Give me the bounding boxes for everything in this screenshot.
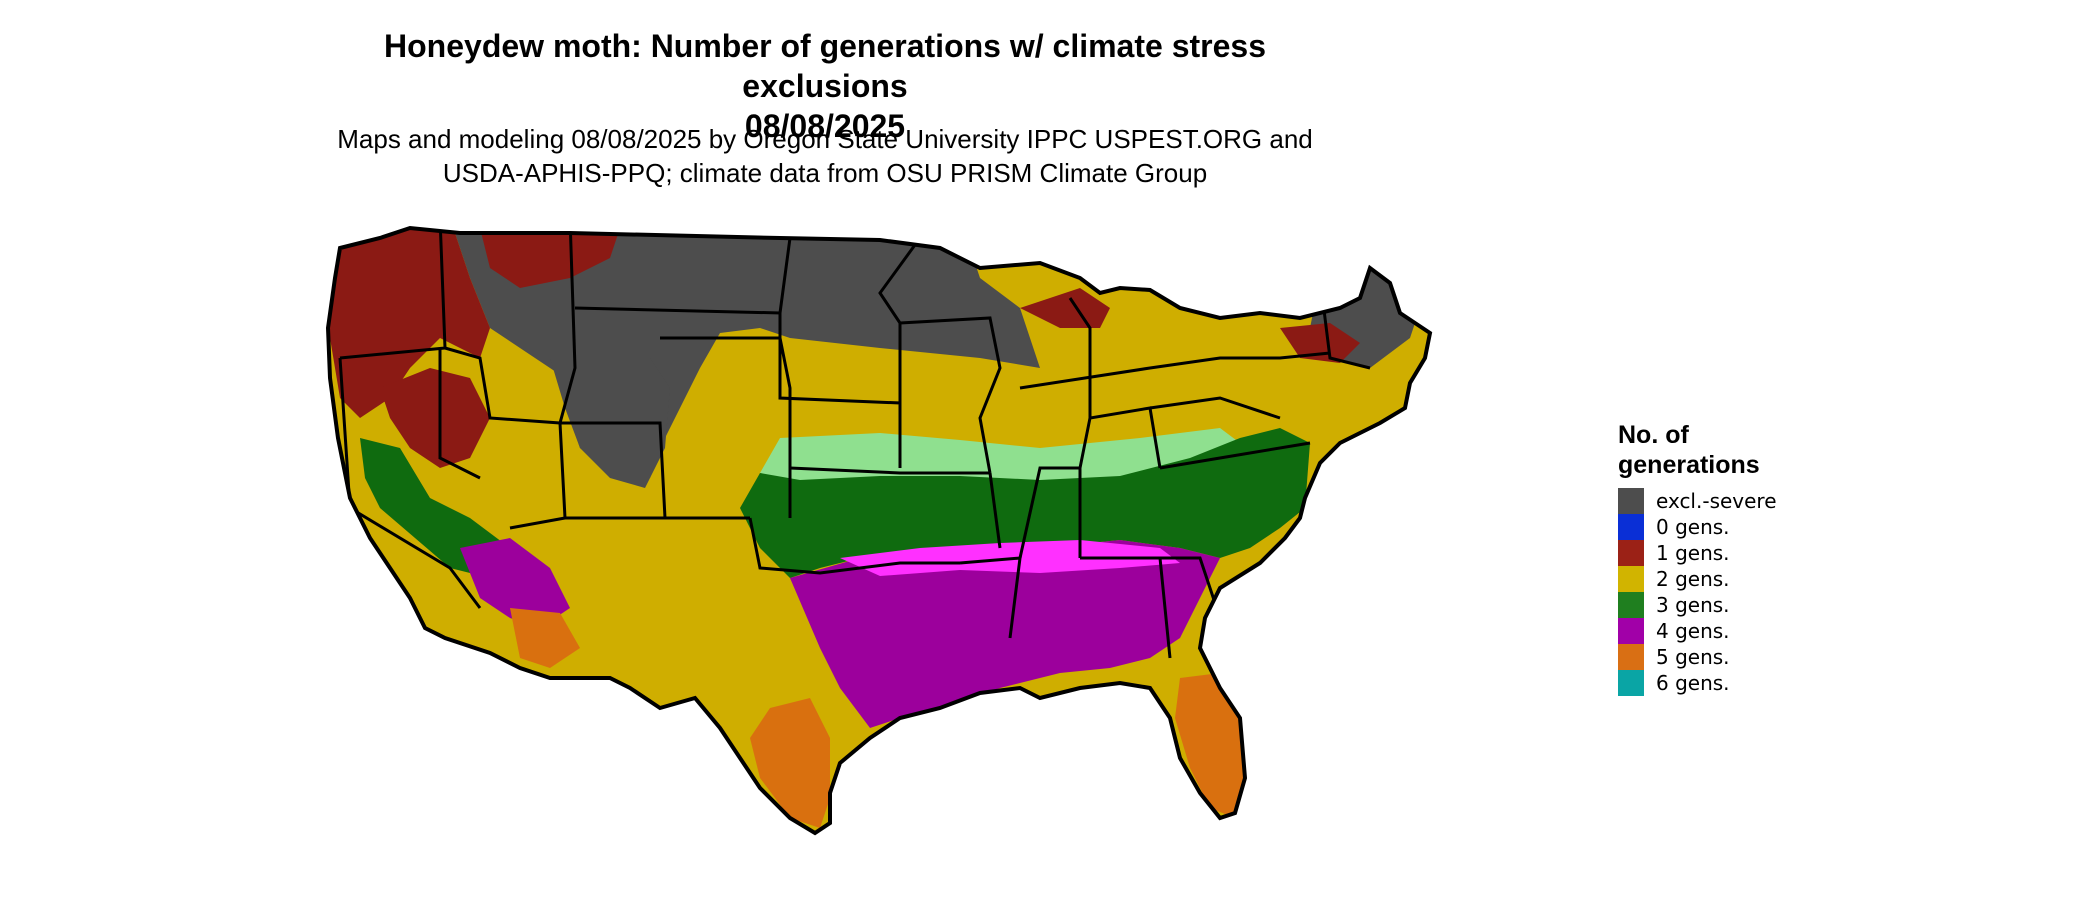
legend-label: 4 gens.: [1656, 619, 1730, 643]
zone-one-gen-northwest: [328, 228, 490, 418]
legend-swatch: [1618, 670, 1644, 696]
legend-item: excl.-severe: [1618, 488, 1838, 514]
legend-item: 5 gens.: [1618, 644, 1838, 670]
zone-five-gen-arizona: [510, 608, 580, 668]
legend-item: 2 gens.: [1618, 566, 1838, 592]
legend-swatch: [1618, 488, 1644, 514]
map-subtitle: Maps and modeling 08/08/2025 by Oregon S…: [300, 122, 1350, 190]
zone-one-gen-montana: [480, 228, 620, 288]
legend-swatch: [1618, 592, 1644, 618]
legend-label: 6 gens.: [1656, 671, 1730, 695]
legend-item: 1 gens.: [1618, 540, 1838, 566]
legend-swatch: [1618, 540, 1644, 566]
legend-swatch: [1618, 566, 1644, 592]
legend-title-line-2: generations: [1618, 451, 1760, 479]
zone-five-gen-texas: [750, 698, 830, 828]
legend-swatch: [1618, 618, 1644, 644]
zone-four-gen-southwest: [460, 538, 570, 628]
zone-four-gen-gulf: [790, 540, 1220, 728]
legend-swatch: [1618, 644, 1644, 670]
zone-one-gen-great-basin: [380, 368, 490, 468]
legend-title-line-1: No. of: [1618, 421, 1689, 449]
legend-label: 2 gens.: [1656, 567, 1730, 591]
subtitle-line-1: Maps and modeling 08/08/2025 by Oregon S…: [337, 124, 1313, 154]
legend-label: excl.-severe: [1656, 489, 1777, 513]
zone-one-gen-northeast: [1280, 323, 1360, 363]
legend-item: 4 gens.: [1618, 618, 1838, 644]
subtitle-line-2: USDA-APHIS-PPQ; climate data from OSU PR…: [442, 158, 1208, 188]
title-line: Honeydew moth: Number of generations w/ …: [384, 28, 1266, 104]
map-title: Honeydew moth: Number of generations w/ …: [300, 26, 1350, 146]
legend-label: 0 gens.: [1656, 515, 1730, 539]
zone-three-gen-light: [760, 428, 1240, 483]
legend-label: 5 gens.: [1656, 645, 1730, 669]
title-date: 08/08/2025: [744, 108, 906, 144]
legend-title: No. of generations: [1618, 420, 1838, 480]
legend-item: 3 gens.: [1618, 592, 1838, 618]
legend-swatch: [1618, 514, 1644, 540]
zone-three-gen-west: [360, 438, 510, 578]
us-generations-map: [326, 226, 1432, 835]
legend-label: 1 gens.: [1656, 541, 1730, 565]
legend: No. of generations excl.-severe 0 gens. 1 …: [1618, 420, 1838, 696]
legend-item: 6 gens.: [1618, 670, 1838, 696]
legend-item: 0 gens.: [1618, 514, 1838, 540]
legend-label: 3 gens.: [1656, 593, 1730, 617]
zone-five-gen-florida: [1175, 673, 1245, 818]
legend-items: excl.-severe 0 gens. 1 gens. 2 gens. 3 gens.…: [1618, 488, 1838, 696]
zone-one-gen-michigan: [1020, 288, 1110, 328]
